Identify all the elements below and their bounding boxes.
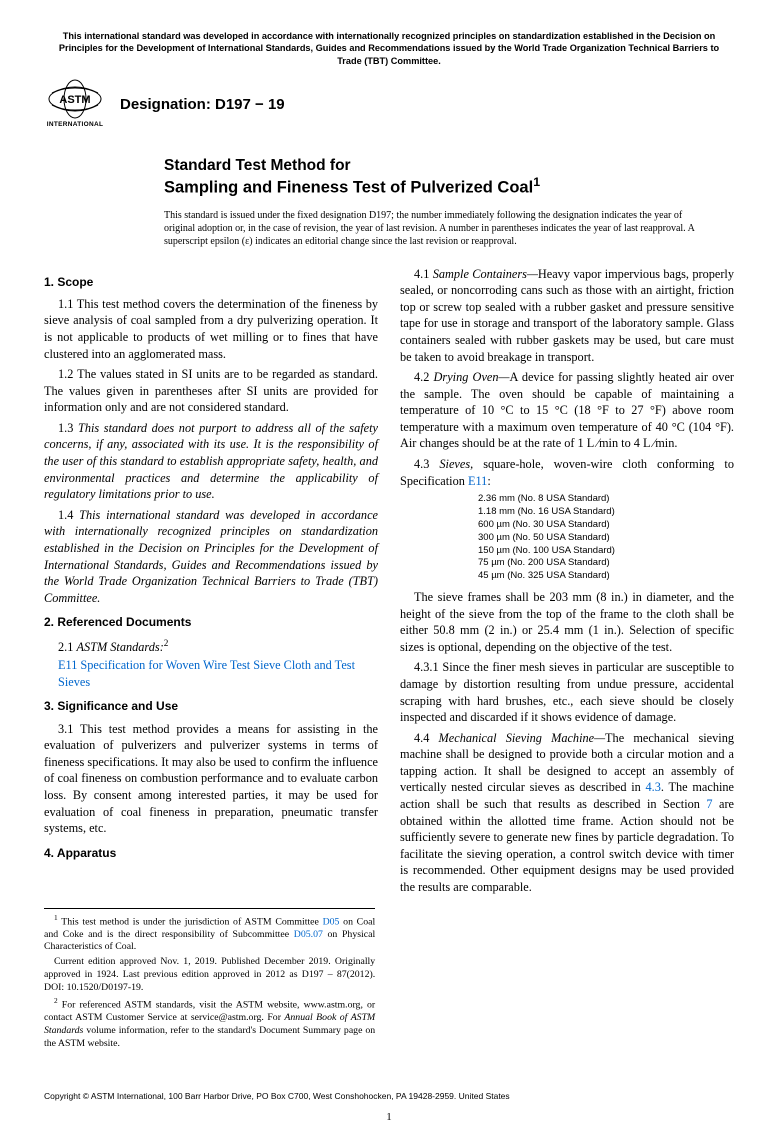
para-4-4: 4.4 Mechanical Sieving Machine—The mecha… bbox=[400, 730, 734, 896]
para-4-3-after: The sieve frames shall be 203 mm (8 in.)… bbox=[400, 589, 734, 655]
title-block: Standard Test Method for Sampling and Fi… bbox=[164, 156, 734, 199]
footnotes: 1 This test method is under the jurisdic… bbox=[44, 908, 375, 1051]
para-4-3: 4.3 Sieves, square-hole, woven-wire clot… bbox=[400, 456, 734, 489]
footnote-1: 1 This test method is under the jurisdic… bbox=[44, 913, 375, 954]
logo-subtext: INTERNATIONAL bbox=[44, 121, 106, 130]
top-committee-note: This international standard was develope… bbox=[44, 30, 734, 67]
title-main: Sampling and Fineness Test of Pulverized… bbox=[164, 175, 734, 198]
para-4-3-1: 4.3.1 Since the finer mesh sieves in par… bbox=[400, 659, 734, 725]
sieve-item: 150 µm (No. 100 USA Standard) bbox=[478, 545, 734, 558]
copyright-line: Copyright © ASTM International, 100 Barr… bbox=[44, 1091, 734, 1102]
sieve-item: 75 µm (No. 200 USA Standard) bbox=[478, 557, 734, 570]
section-1-head: 1. Scope bbox=[44, 274, 378, 290]
para-1-2: 1.2 The values stated in SI units are to… bbox=[44, 366, 378, 416]
para-4-1: 4.1 Sample Containers—Heavy vapor imperv… bbox=[400, 266, 734, 366]
sieve-list: 2.36 mm (No. 8 USA Standard) 1.18 mm (No… bbox=[478, 493, 734, 583]
body-columns: 1. Scope 1.1 This test method covers the… bbox=[44, 266, 734, 896]
para-1-1: 1.1 This test method covers the determin… bbox=[44, 296, 378, 362]
sieve-item: 300 µm (No. 50 USA Standard) bbox=[478, 532, 734, 545]
issuance-note: This standard is issued under the fixed … bbox=[164, 209, 734, 248]
title-prefix: Standard Test Method for bbox=[164, 156, 734, 175]
section-4-head: 4. Apparatus bbox=[44, 845, 378, 861]
para-4-2: 4.2 Drying Oven—A device for passing sli… bbox=[400, 369, 734, 452]
page-number: 1 bbox=[44, 1110, 734, 1125]
sieve-item: 2.36 mm (No. 8 USA Standard) bbox=[478, 493, 734, 506]
sieve-item: 600 µm (No. 30 USA Standard) bbox=[478, 519, 734, 532]
footnote-1b: Current edition approved Nov. 1, 2019. P… bbox=[44, 956, 375, 994]
section-2-head: 2. Referenced Documents bbox=[44, 614, 378, 630]
astm-logo: ASTM INTERNATIONAL bbox=[44, 79, 106, 130]
svg-text:ASTM: ASTM bbox=[59, 94, 90, 106]
header-row: ASTM INTERNATIONAL Designation: D197 − 1… bbox=[44, 79, 734, 130]
designation: Designation: D197 − 19 bbox=[120, 95, 285, 115]
sieve-item: 1.18 mm (No. 16 USA Standard) bbox=[478, 506, 734, 519]
para-1-3: 1.3 1.3 This standard does not purport t… bbox=[44, 420, 378, 503]
ref-e11: E11 Specification for Woven Wire Test Si… bbox=[44, 657, 378, 690]
para-2-1: 2.1 ASTM Standards:2 bbox=[44, 637, 378, 656]
para-3-1: 3.1 This test method provides a means fo… bbox=[44, 721, 378, 837]
section-3-head: 3. Significance and Use bbox=[44, 698, 378, 714]
para-1-4: 1.4 This international standard was deve… bbox=[44, 507, 378, 607]
sieve-item: 45 µm (No. 325 USA Standard) bbox=[478, 570, 734, 583]
footnote-2: 2 For referenced ASTM standards, visit t… bbox=[44, 996, 375, 1050]
